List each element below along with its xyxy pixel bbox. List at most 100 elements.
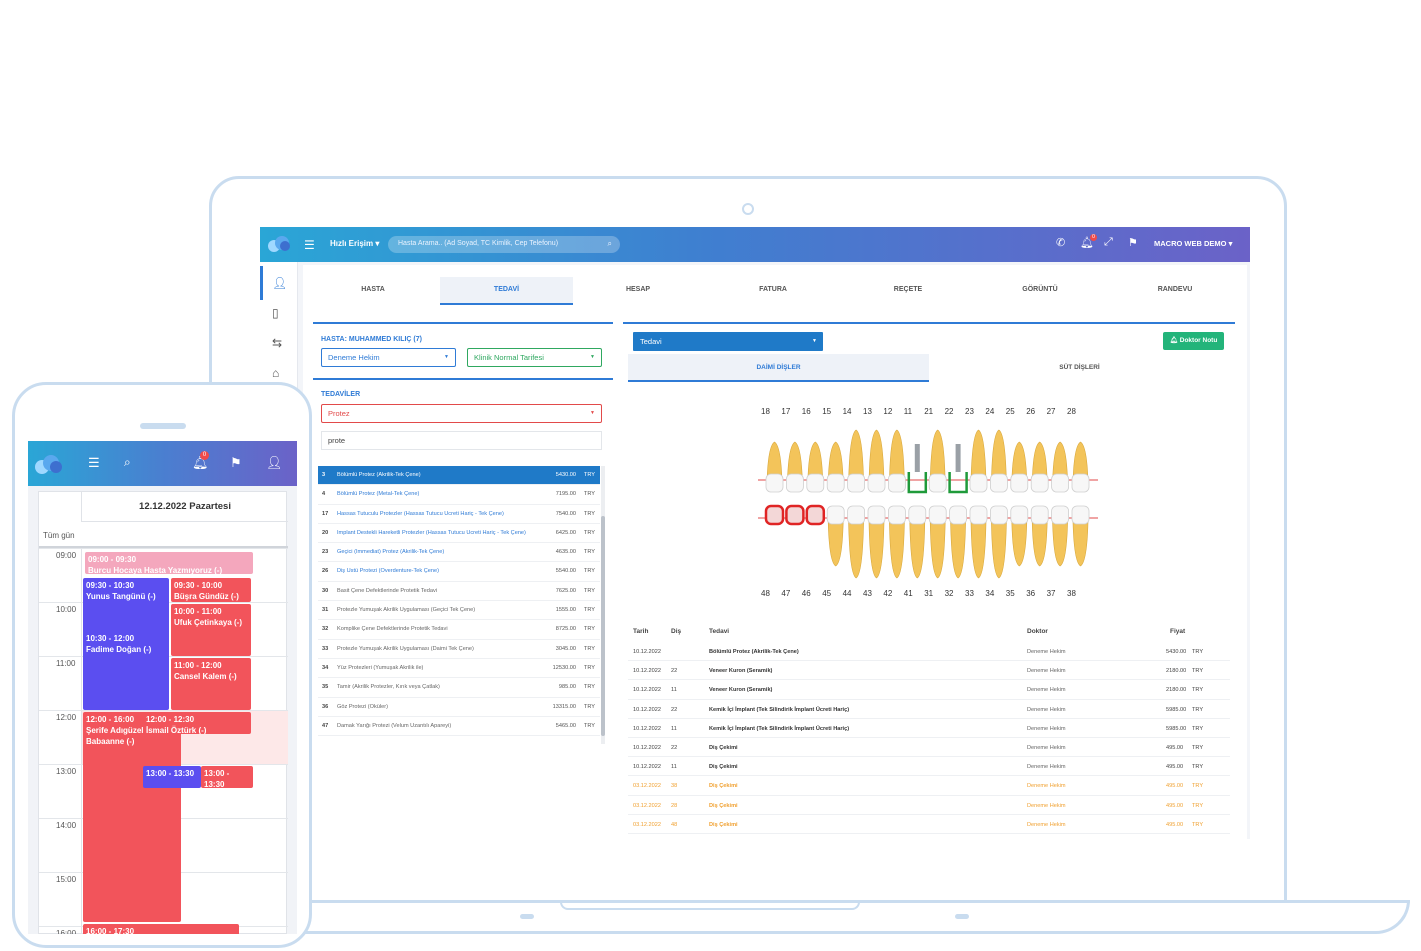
tooth-lower[interactable] xyxy=(949,505,968,525)
treatment-list-item[interactable]: 34 Yüz Protezleri (Yumuşak Akrilik ile) … xyxy=(318,659,600,679)
tooth-number[interactable]: 16 xyxy=(801,407,811,416)
treatment-list-item[interactable]: 32 Komplike Çene Defektlerinde Protetik … xyxy=(318,620,600,640)
history-row[interactable]: 10.12.2022 22 Kemik İçi İmplant (Tek Sil… xyxy=(628,700,1230,719)
history-row[interactable]: 03.12.2022 38 Diş Çekimi Deneme Hekim 49… xyxy=(628,776,1230,796)
calendar-event[interactable]: 10:00 - 11:00 Ufuk Çetinkaya (-) xyxy=(171,604,251,656)
flag-icon[interactable]: ⚑ xyxy=(230,455,242,470)
transfer-icon[interactable]: ⇆ xyxy=(272,336,283,350)
tooth-number[interactable]: 35 xyxy=(1005,589,1015,598)
category-select[interactable]: Protez ▼ xyxy=(321,404,602,423)
calendar-event[interactable]: 09:30 - 10:00 Büşra Gündüz (-) xyxy=(171,578,251,602)
document-icon[interactable]: ▯ xyxy=(272,306,279,320)
user-icon[interactable]: 👤︎ xyxy=(266,455,283,470)
tooth-number[interactable]: 23 xyxy=(965,407,974,416)
user-icon[interactable]: 👤︎ xyxy=(272,276,288,290)
tooth-number[interactable]: 17 xyxy=(781,407,791,416)
tooth-number[interactable]: 31 xyxy=(924,589,934,598)
tooth-upper[interactable] xyxy=(848,429,864,483)
treatment-list-item[interactable]: 4 Bölümlü Protez (Metal-Tek Çene) 7195.0… xyxy=(318,485,600,505)
patient-search-input[interactable]: Hasta Arama.. (Ad Soyad, TC Kimlik, Cep … xyxy=(388,236,620,253)
tooth-number[interactable]: 26 xyxy=(1026,407,1036,416)
tooth-upper[interactable] xyxy=(1072,441,1089,483)
tooth-upper[interactable] xyxy=(970,429,987,483)
phone-icon[interactable]: ✆ xyxy=(1056,237,1066,249)
tooth-upper[interactable] xyxy=(948,472,968,494)
tooth-lower[interactable] xyxy=(785,504,805,526)
tooth-upper[interactable] xyxy=(766,441,783,483)
tooth-upper[interactable] xyxy=(929,429,946,483)
scrollbar[interactable] xyxy=(601,466,605,744)
tab-fatura[interactable]: FATURA xyxy=(759,286,787,293)
tooth-number[interactable]: 27 xyxy=(1046,407,1056,416)
tooth-lower[interactable] xyxy=(989,505,1008,525)
fullscreen-icon[interactable]: ⤢ xyxy=(1104,236,1113,248)
doctor-note-button[interactable]: 🔔︎ Doktor Notu xyxy=(1163,332,1224,350)
cloud-logo-icon[interactable] xyxy=(35,455,63,474)
quick-access-menu[interactable]: Hızlı Erişim ▾ xyxy=(330,239,380,248)
tooth-upper[interactable] xyxy=(807,441,824,483)
history-row[interactable]: 10.12.2022 11 Veneer Kuron (Seramik) Den… xyxy=(628,680,1230,700)
calendar-event[interactable]: 09:00 - 09:30 Burcu Hocaya Hasta Yazmıyo… xyxy=(85,552,253,574)
treatment-list-item[interactable]: 31 Protezle Yumuşak Akrilik Uygulaması (… xyxy=(318,601,600,621)
calendar-event[interactable]: 12:00 - 16:00 Şerife Adıgüzel Babaanne (… xyxy=(83,712,181,922)
tooth-upper[interactable] xyxy=(907,472,928,494)
tooth-number[interactable]: 43 xyxy=(863,589,872,598)
history-row[interactable]: 10.12.2022 11 Kemik İçi İmplant (Tek Sil… xyxy=(628,719,1230,738)
calendar-event[interactable]: 12:00 - 12:30 İsmail Öztürk (-) xyxy=(143,712,251,734)
tooth-lower[interactable] xyxy=(928,505,947,525)
tooth-number[interactable]: 21 xyxy=(924,407,934,416)
treatment-list-item[interactable]: 23 Geçici (İmmediat) Protez (Akrilik-Tek… xyxy=(318,543,600,563)
search-icon[interactable]: ⌕ xyxy=(124,455,131,469)
tooth-number[interactable]: 46 xyxy=(801,589,811,598)
menu-icon[interactable]: ☰ xyxy=(304,238,315,252)
tab-goruntu[interactable]: GÖRÜNTÜ xyxy=(1022,286,1058,293)
treatment-list-item[interactable]: 26 Diş Üstü Protezi (Overdenture-Tek Çen… xyxy=(318,562,600,582)
treatment-list-item[interactable]: 35 Tamir (Akrilik Protezler, Kırık veya … xyxy=(318,678,600,698)
tooth-lower[interactable] xyxy=(1051,505,1070,525)
tooth-number[interactable]: 25 xyxy=(1005,407,1015,416)
tooth-number[interactable]: 34 xyxy=(985,589,995,598)
tooth-number[interactable]: 24 xyxy=(985,407,995,416)
tooth-upper[interactable] xyxy=(889,429,905,483)
treatment-list-item[interactable]: 47 Damak Yarığı Protezi (Velum Uzantılı … xyxy=(318,717,600,737)
tag-icon[interactable]: ⌂ xyxy=(272,366,280,380)
treatment-list-item[interactable]: 3 Bölümlü Protez (Akrilik-Tek Çene) 5430… xyxy=(318,466,600,486)
history-row[interactable]: 10.12.2022 11 Diş Çekimi Deneme Hekim 49… xyxy=(628,757,1230,777)
history-row[interactable]: 03.12.2022 28 Diş Çekimi Deneme Hekim 49… xyxy=(628,796,1230,815)
tab-milk-teeth[interactable]: SÜT DİŞLERİ xyxy=(1059,364,1100,371)
tooth-number[interactable]: 15 xyxy=(822,407,832,416)
history-row[interactable]: 03.12.2022 48 Diş Çekimi Deneme Hekim 49… xyxy=(628,815,1230,834)
treatment-list-item[interactable]: 20 İmplant Destekli Hareketli Protezler … xyxy=(318,524,600,544)
tab-hasta[interactable]: HASTA xyxy=(361,286,385,293)
tooth-number[interactable]: 13 xyxy=(863,407,872,416)
tooth-lower[interactable] xyxy=(826,505,845,525)
tab-randevu[interactable]: RANDEVU xyxy=(1157,286,1193,293)
tooth-number[interactable]: 44 xyxy=(842,589,852,598)
menu-icon[interactable]: ☰ xyxy=(88,455,100,470)
tooth-number[interactable]: 14 xyxy=(842,407,852,416)
tooth-number[interactable]: 41 xyxy=(903,589,913,598)
tooth-number[interactable]: 28 xyxy=(1067,407,1076,416)
tooth-upper[interactable] xyxy=(991,429,1007,483)
tooth-lower[interactable] xyxy=(969,505,988,525)
tooth-number[interactable]: 45 xyxy=(822,589,832,598)
tab-hesap[interactable]: HESAP xyxy=(625,286,651,293)
doctor-select[interactable]: Deneme Hekim ▼ xyxy=(321,348,456,367)
tooth-upper[interactable] xyxy=(827,441,844,483)
tooth-lower[interactable] xyxy=(1030,505,1049,525)
user-menu[interactable]: MACRO WEB DEMO ▾ xyxy=(1154,239,1233,248)
calendar-event[interactable]: 13:00 - 13:30 xyxy=(201,766,253,788)
hour-slot[interactable]: 12:00 xyxy=(39,710,288,764)
treatment-list-item[interactable]: 33 Protezle Yumuşak Akrilik Uygulaması (… xyxy=(318,640,600,659)
tooth-upper[interactable] xyxy=(787,441,803,483)
treatment-list-item[interactable]: 30 Basit Çene Defektlerinde Protetik Ted… xyxy=(318,582,600,602)
tooth-lower[interactable] xyxy=(805,504,826,526)
dental-chart[interactable] xyxy=(758,422,1098,592)
tooth-lower[interactable] xyxy=(887,505,906,525)
calendar-event[interactable]: 10:30 - 12:00 Fadime Doğan (-) xyxy=(83,631,169,710)
history-row[interactable]: 10.12.2022 22 Veneer Kuron (Seramik) Den… xyxy=(628,661,1230,681)
tooth-upper[interactable] xyxy=(1011,441,1028,483)
tooth-number[interactable]: 36 xyxy=(1026,589,1036,598)
tooth-lower[interactable] xyxy=(908,505,927,525)
tab-permanent-teeth[interactable]: DAİMİ DİŞLER xyxy=(628,354,929,382)
